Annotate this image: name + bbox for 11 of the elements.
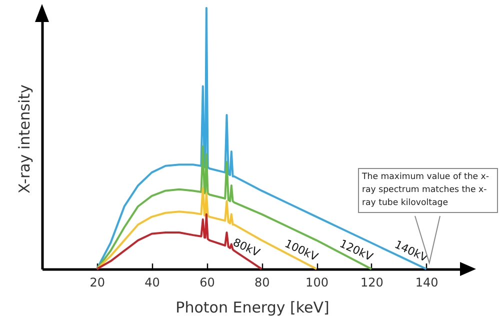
- y-axis-title: X-ray intensity: [16, 84, 34, 194]
- annotation: The maximum value of the x-ray spectrum matches the x-ray tube kilovoltage: [358, 168, 498, 213]
- x-tick-label: 40: [144, 276, 160, 290]
- x-tick-label: 20: [90, 276, 106, 290]
- x-axis-title: Photon Energy [keV]: [176, 298, 330, 316]
- x-tick-label: 80: [254, 276, 270, 290]
- x-tick-label: 60: [200, 276, 215, 290]
- x-tick-label: 120: [360, 276, 384, 290]
- x-tick-label: 100: [306, 276, 328, 290]
- text: 80kV: [231, 236, 262, 260]
- x-tick-label: 140: [415, 276, 438, 290]
